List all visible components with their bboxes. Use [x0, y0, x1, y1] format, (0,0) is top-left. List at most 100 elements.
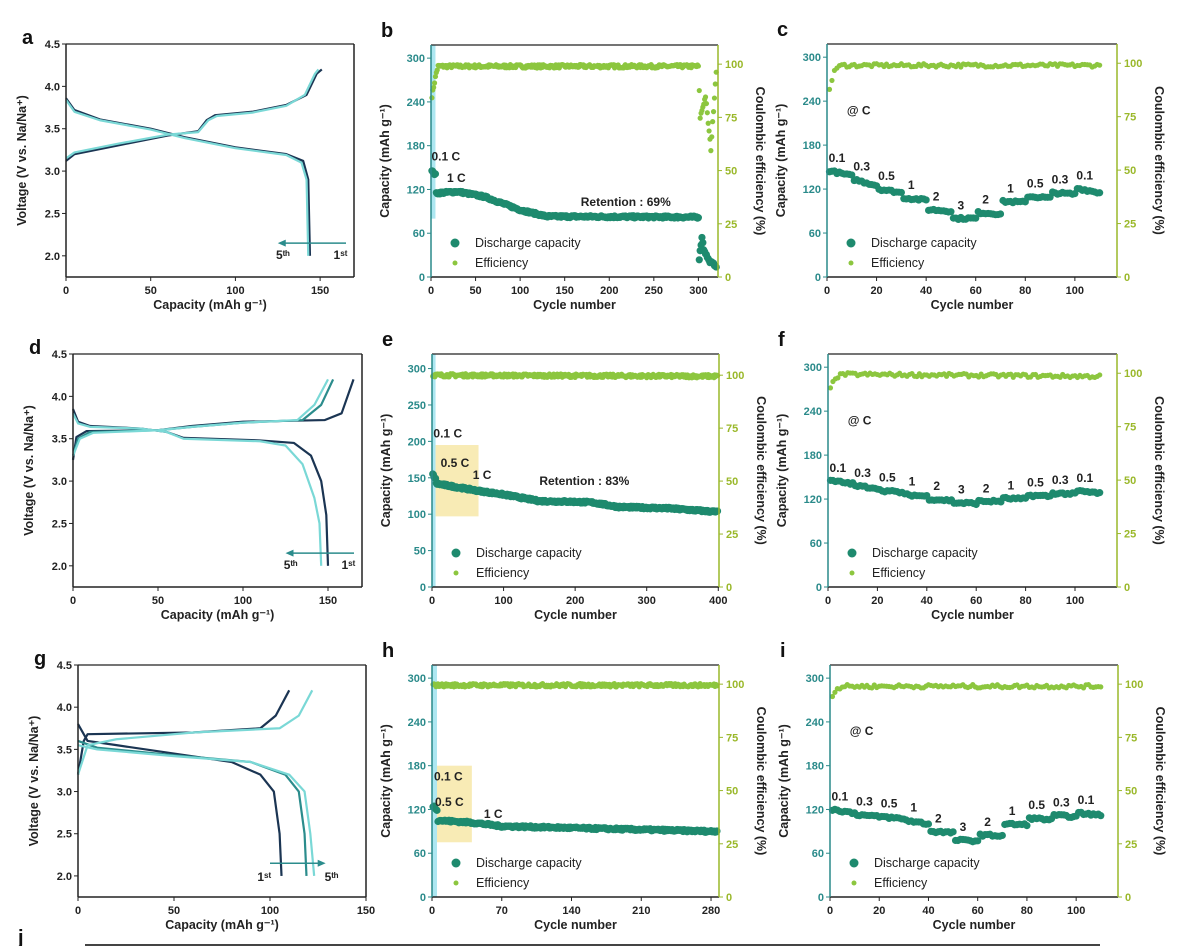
x-tick-label: 20 — [871, 595, 883, 607]
panel-b: 0.1 C 1 C Retention : 69% Discharge capacit… — [378, 20, 767, 312]
annotation: Retention : 69% — [581, 195, 671, 209]
x-tick-label: 150 — [319, 595, 337, 607]
panel-c: 0.1 0.3 0.5 1 2 3 2 1 0.5 0.3 0.1 @ C Discharge capa… — [774, 19, 1166, 312]
y2-tick-label: 25 — [726, 839, 738, 851]
curve-cycle-5th — [65, 68, 320, 160]
rate-label: 0.1 — [832, 789, 849, 803]
x-tick-label: 210 — [632, 905, 650, 917]
legend-efficiency-marker — [851, 880, 857, 886]
panel-label-j: j — [17, 927, 24, 946]
y-tick-label: 60 — [810, 538, 822, 550]
x-tick-label: 200 — [600, 285, 618, 297]
annotation: 0.1 C — [431, 149, 460, 163]
panel-e: 0.1 C 0.5 C1 C Retention : 83% Discharge ca… — [379, 329, 768, 622]
rate-label: 0.1 — [1078, 793, 1095, 807]
rate-label: 3 — [958, 198, 965, 212]
x-tick-label: 40 — [922, 905, 934, 917]
x-tick-label: 40 — [921, 595, 933, 607]
panel-label-g: g — [34, 648, 46, 670]
y-tick-label: 0 — [420, 582, 426, 594]
efficiency-point — [711, 95, 718, 101]
x-tick-label: 0 — [429, 905, 435, 917]
panel-i: 0.1 0.3 0.5 1 2 3 2 1 0.5 0.3 0.1 @ C Discharge capa… — [777, 640, 1167, 932]
y-tick-label: 4.5 — [57, 660, 72, 672]
capacity-point — [998, 831, 1006, 840]
y-tick-label: 60 — [413, 228, 425, 240]
efficiency-point — [1097, 372, 1103, 378]
label-1st: 1ˢᵗ — [257, 870, 271, 884]
rate-label: 2 — [984, 815, 991, 829]
y2-tick-label: 0 — [725, 272, 731, 284]
efficiency-point — [434, 67, 440, 73]
y2-tick-label: 100 — [1124, 368, 1142, 380]
x-axis-label: Cycle number — [931, 298, 1014, 312]
efficiency-point — [705, 120, 711, 126]
y-tick-label: 180 — [408, 761, 426, 773]
legend-capacity-marker — [849, 858, 859, 868]
efficiency-point — [835, 375, 841, 381]
panel-label-d: d — [29, 337, 41, 359]
rate-note: @ C — [848, 413, 872, 427]
efficiency-point — [704, 110, 710, 116]
rate-label: 1 — [908, 178, 915, 192]
label-1st: 1ˢᵗ — [342, 558, 356, 572]
y-tick-label: 4.5 — [45, 39, 60, 51]
y-tick-label: 4.5 — [52, 349, 67, 361]
legend-capacity-label: Discharge capacity — [874, 856, 980, 870]
efficiency-point — [1098, 684, 1104, 690]
annotation: 0.1 C — [433, 427, 462, 441]
y-tick-label: 0 — [420, 892, 426, 904]
x-tick-label: 80 — [1019, 595, 1031, 607]
y2-tick-label: 0 — [1124, 272, 1130, 284]
band-cyan — [432, 665, 437, 897]
y2-tick-label: 25 — [725, 219, 737, 231]
rate-label: 2 — [983, 481, 990, 495]
x-tick-label: 100 — [494, 595, 512, 607]
y2-tick-label: 100 — [726, 679, 744, 691]
rate-label: 1 — [1009, 804, 1016, 818]
legend-capacity-label: Discharge capacity — [872, 546, 978, 560]
y-tick-label: 3.0 — [57, 787, 72, 799]
y2-tick-label: 50 — [726, 476, 738, 488]
y-tick-label: 2.5 — [52, 518, 67, 530]
y-tick-label: 100 — [408, 509, 426, 521]
x-tick-label: 40 — [920, 285, 932, 297]
legend-efficiency-marker — [453, 880, 459, 886]
y-tick-label: 3.5 — [57, 744, 72, 756]
y2-tick-label: 0 — [1124, 582, 1130, 594]
y2-axis-label: Coulombic efficiency (%) — [754, 707, 768, 856]
y-tick-label: 120 — [407, 184, 425, 196]
legend-efficiency-marker — [453, 570, 459, 576]
x-tick-label: 0 — [824, 285, 830, 297]
rate-label: 1 — [1007, 182, 1014, 196]
x-tick-label: 100 — [1066, 285, 1084, 297]
curve-cycle-5th — [72, 412, 323, 566]
legend-efficiency-marker — [849, 570, 855, 576]
curve-cycle-5th — [76, 689, 314, 776]
rate-label: 0.3 — [853, 160, 870, 174]
rate-label: 0.5 — [1028, 798, 1045, 812]
efficiency-point — [703, 100, 710, 107]
capacity-point — [924, 820, 933, 828]
curve-cycle-5th — [71, 378, 329, 457]
band-cyan — [432, 354, 436, 587]
efficiency-point — [706, 128, 712, 134]
capacity-point — [897, 188, 905, 197]
x-axis-label: Cycle number — [533, 298, 616, 312]
rate-label: 3 — [960, 820, 967, 834]
rate-label: 2 — [933, 479, 940, 493]
band-cyan — [431, 45, 436, 219]
y-tick-label: 50 — [414, 546, 426, 558]
efficiency-point — [1097, 62, 1103, 68]
annotation: 0.5 C — [441, 456, 470, 470]
curve-cycle-mid — [77, 739, 308, 876]
y2-tick-label: 0 — [726, 892, 732, 904]
annotation: Retention : 83% — [539, 474, 629, 488]
y2-tick-label: 100 — [725, 59, 743, 71]
rate-label: 0.3 — [1052, 473, 1069, 487]
y-tick-label: 60 — [809, 228, 821, 240]
capacity-point — [947, 208, 955, 216]
x-tick-label: 60 — [972, 905, 984, 917]
y-tick-label: 0 — [815, 272, 821, 284]
